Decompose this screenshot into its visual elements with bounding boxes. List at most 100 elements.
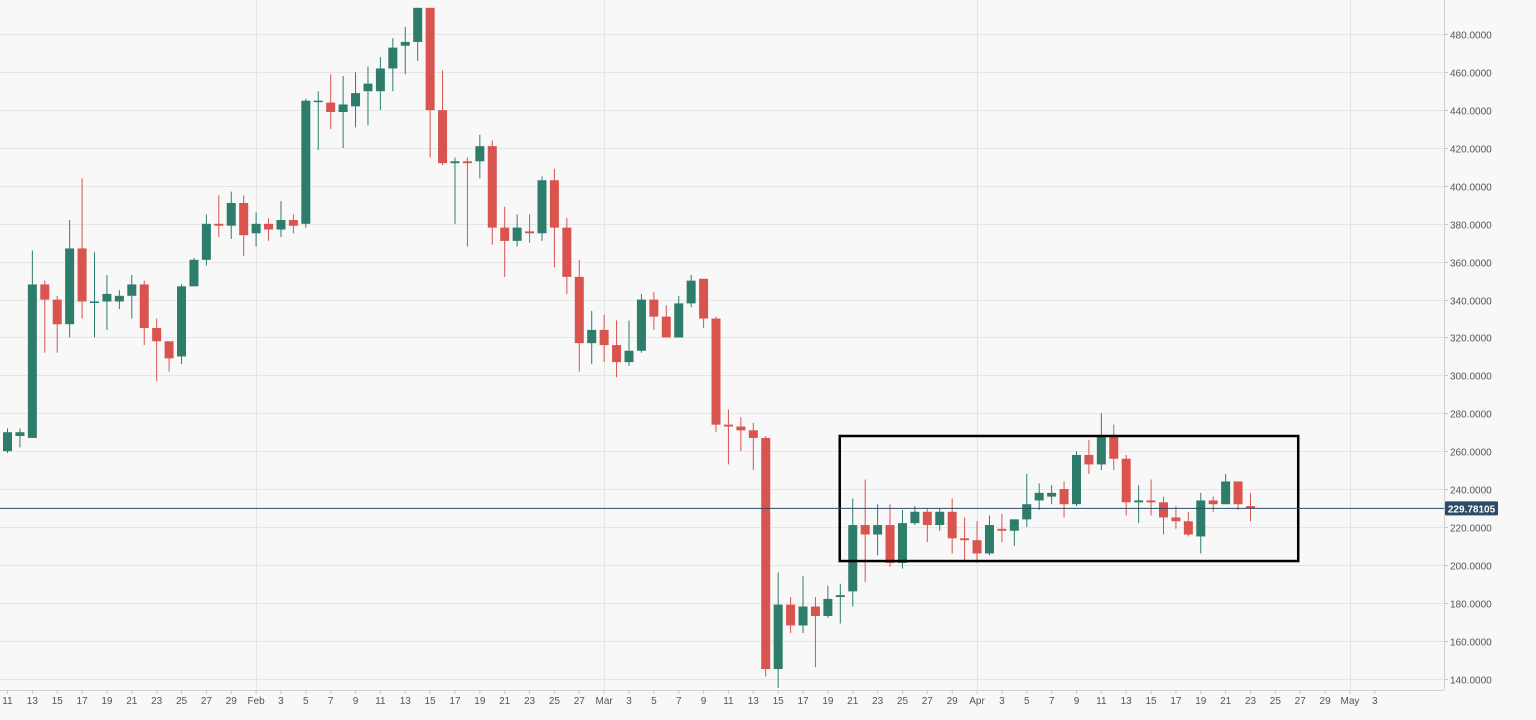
candle-down[interactable]	[326, 74, 336, 130]
candle-up[interactable]	[674, 295, 684, 338]
candle-up[interactable]	[127, 274, 137, 319]
candle-down[interactable]	[885, 504, 895, 567]
candle-down[interactable]	[810, 597, 820, 668]
y-axis[interactable]: 140.0000 160.0000 180.0000 200.0000 220.0000…	[1444, 31, 1492, 687]
candle-up[interactable]	[102, 274, 112, 330]
candle-up[interactable]	[1034, 483, 1044, 510]
candle-up[interactable]	[177, 284, 187, 365]
candle-down[interactable]	[1183, 511, 1193, 537]
candle-down[interactable]	[1121, 454, 1131, 516]
candle-down[interactable]	[264, 218, 274, 241]
candle-down[interactable]	[860, 479, 870, 582]
candle-up[interactable]	[1071, 451, 1081, 507]
candle-up[interactable]	[3, 428, 12, 454]
candle-down[interactable]	[1208, 496, 1218, 512]
candle-down[interactable]	[786, 597, 796, 634]
candle-down[interactable]	[549, 168, 559, 268]
candle-up[interactable]	[848, 498, 858, 607]
candle-up[interactable]	[984, 515, 994, 556]
candle-down[interactable]	[599, 314, 609, 363]
candle-up[interactable]	[301, 98, 311, 228]
candle-down[interactable]	[1109, 424, 1119, 471]
candle-up[interactable]	[276, 201, 286, 238]
candle-up[interactable]	[636, 293, 646, 353]
candle-down[interactable]	[711, 316, 721, 433]
candle-up[interactable]	[388, 38, 398, 92]
candle-down[interactable]	[77, 178, 87, 319]
candle-down[interactable]	[1059, 481, 1069, 518]
candle-down[interactable]	[52, 295, 62, 353]
candle-down[interactable]	[736, 417, 746, 452]
candle-down[interactable]	[500, 206, 510, 277]
candle-down[interactable]	[139, 280, 149, 346]
candle-down[interactable]	[1246, 492, 1255, 522]
candle-down[interactable]	[152, 318, 162, 382]
candle-down[interactable]	[1171, 506, 1181, 529]
candle-up[interactable]	[201, 214, 211, 266]
candle-up[interactable]	[823, 585, 833, 618]
candle-up[interactable]	[587, 310, 597, 365]
candle-up[interactable]	[313, 91, 323, 150]
candle-up[interactable]	[413, 7, 423, 61]
candle-down[interactable]	[525, 214, 535, 243]
candle-down[interactable]	[1233, 481, 1243, 510]
candle-up[interactable]	[1221, 473, 1231, 505]
candle-down[interactable]	[748, 422, 758, 471]
annotation-box[interactable]	[838, 434, 1300, 563]
candle-up[interactable]	[624, 320, 634, 366]
candle-down[interactable]	[425, 7, 435, 158]
candle-down[interactable]	[1146, 479, 1156, 516]
candle-up[interactable]	[773, 572, 783, 688]
candle-up[interactable]	[27, 250, 37, 438]
candle-down[interactable]	[972, 521, 982, 563]
candle-up[interactable]	[338, 76, 348, 149]
candle-up[interactable]	[873, 504, 883, 556]
candle-up[interactable]	[363, 66, 373, 126]
candle-up[interactable]	[189, 257, 199, 287]
candle-up[interactable]	[1134, 485, 1144, 524]
candle-down[interactable]	[997, 513, 1007, 543]
candle-up[interactable]	[90, 252, 100, 338]
candle-up[interactable]	[686, 274, 696, 308]
candle-down[interactable]	[1158, 496, 1168, 535]
candle-up[interactable]	[400, 26, 410, 75]
candle-down[interactable]	[438, 70, 448, 166]
candle-up[interactable]	[1047, 485, 1057, 505]
candle-up[interactable]	[450, 157, 460, 224]
candle-up[interactable]	[1196, 492, 1206, 554]
candle-down[interactable]	[723, 409, 733, 465]
candle-down[interactable]	[1084, 439, 1094, 474]
candle-down[interactable]	[612, 320, 622, 378]
candle-down[interactable]	[164, 341, 174, 372]
candle-up[interactable]	[351, 72, 361, 128]
candle-up[interactable]	[910, 506, 920, 526]
candle-up[interactable]	[1009, 519, 1019, 546]
candle-up[interactable]	[475, 134, 485, 179]
candle-up[interactable]	[251, 212, 261, 247]
candle-up[interactable]	[65, 220, 75, 338]
candle-up[interactable]	[226, 191, 236, 239]
candle-down[interactable]	[761, 436, 771, 677]
candle-up[interactable]	[1096, 413, 1106, 471]
x-axis[interactable]: 11 13 15 17 19 21 23 25 27 29 Feb 3 5 7 9 11 13 15 17 19 21 2…	[2, 690, 1378, 707]
candle-down[interactable]	[960, 517, 970, 562]
candle-down[interactable]	[487, 140, 497, 245]
candle-down[interactable]	[214, 195, 224, 238]
candle-down[interactable]	[947, 498, 957, 554]
candle-up[interactable]	[1022, 473, 1032, 527]
candle-up[interactable]	[935, 507, 945, 531]
candle-up[interactable]	[114, 290, 124, 310]
candle-down[interactable]	[661, 305, 671, 338]
candle-down[interactable]	[699, 278, 709, 329]
candle-down[interactable]	[40, 280, 50, 353]
candle-up[interactable]	[512, 214, 522, 247]
candle-down[interactable]	[288, 214, 298, 234]
candle-up[interactable]	[897, 509, 907, 569]
candle-up[interactable]	[375, 57, 385, 111]
candle-down[interactable]	[649, 292, 659, 330]
candle-up[interactable]	[835, 583, 845, 624]
candle-down[interactable]	[462, 157, 472, 247]
candle-down[interactable]	[562, 218, 572, 294]
candle-down[interactable]	[239, 195, 249, 257]
